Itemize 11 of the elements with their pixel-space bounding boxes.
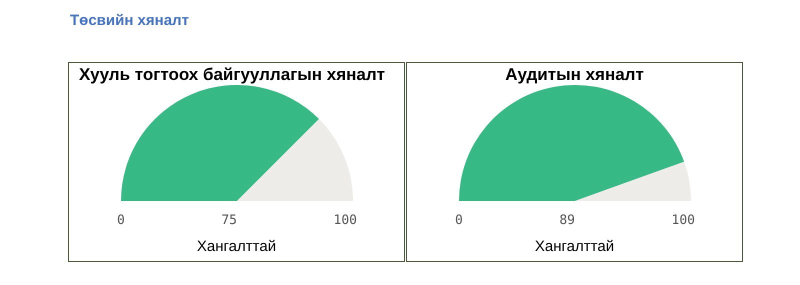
text: 75 (221, 213, 237, 228)
text: 0 (117, 213, 125, 228)
text: 89 (559, 213, 575, 228)
text: Хангалттай (196, 238, 278, 255)
chart-title: Хууль тогтоох байгууллагын хяналт (78, 65, 386, 85)
text: 100 (672, 213, 695, 228)
text: Төсвийн хяналт (70, 12, 189, 29)
chart-title: Аудитын хяналт (504, 65, 645, 85)
text: Хангалттай (534, 238, 616, 255)
text: 100 (334, 213, 357, 228)
text: 0 (455, 213, 463, 228)
